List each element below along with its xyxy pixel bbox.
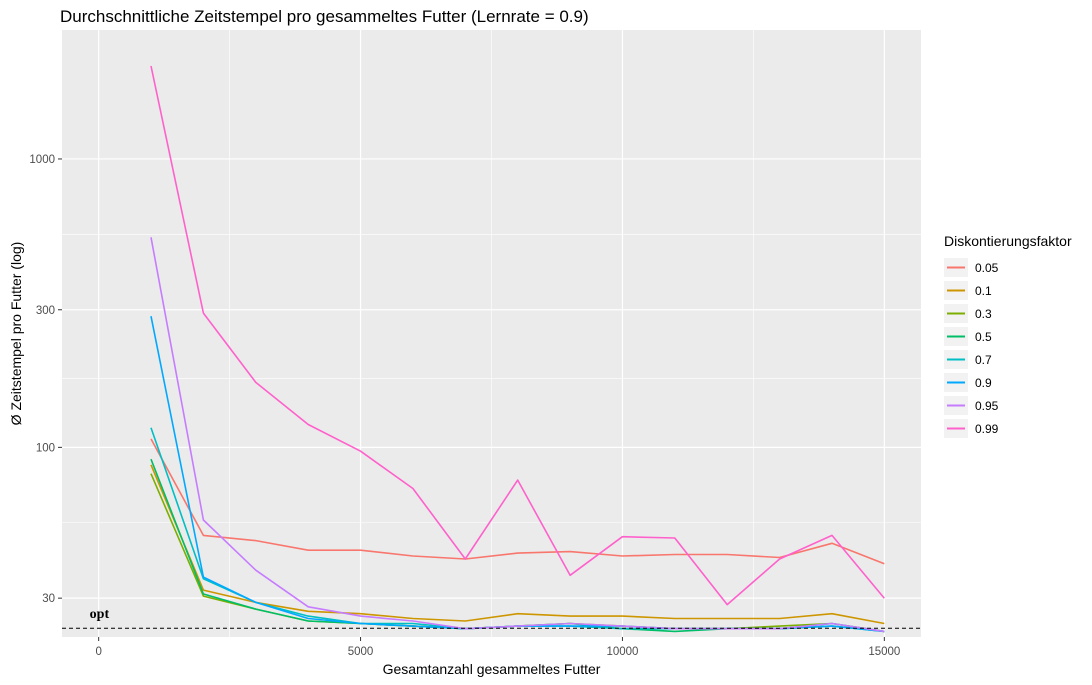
legend-label: 0.95 [975, 399, 999, 413]
y-tick-label: 1000 [29, 154, 55, 166]
x-axis: 0 5000 10000 15000 [95, 637, 900, 658]
opt-label: opt [90, 607, 110, 622]
legend-label: 0.05 [975, 261, 999, 275]
legend-title: Diskontierungsfaktor [944, 233, 1072, 249]
legend-label: 0.5 [975, 330, 992, 344]
series-line-0-1 [150, 464, 885, 625]
y-tick-label: 100 [36, 442, 55, 454]
reference-line-group: opt [62, 607, 921, 629]
legend-label: 0.1 [975, 284, 992, 298]
y-tick-label: 300 [36, 305, 55, 317]
legend-label: 0.99 [975, 422, 999, 436]
legend-label: 0.7 [975, 353, 992, 367]
series-line-0-99 [150, 65, 885, 606]
series-line-0-05 [150, 438, 885, 565]
legend-label: 0.3 [975, 307, 992, 321]
y-tick-label: 30 [42, 593, 55, 605]
x-axis-title: Gesamtanzahl gesammeltes Futter [383, 661, 601, 677]
x-tick-label: 5000 [348, 646, 374, 658]
legend-label: 0.9 [975, 376, 992, 390]
x-tick-label: 15000 [868, 646, 900, 658]
x-tick-label: 0 [95, 646, 101, 658]
y-axis-title: Ø Zeitstempel pro Futter (log) [8, 242, 24, 426]
y-axis: 30 100 300 1000 [29, 154, 62, 605]
chart-title: Durchschnittliche Zeitstempel pro gesamm… [60, 7, 589, 26]
legend: 0.05 0.1 0.3 0.5 0.7 0.9 0.95 0.99 [944, 258, 999, 438]
x-tick-label: 10000 [606, 646, 638, 658]
grid [62, 30, 921, 637]
